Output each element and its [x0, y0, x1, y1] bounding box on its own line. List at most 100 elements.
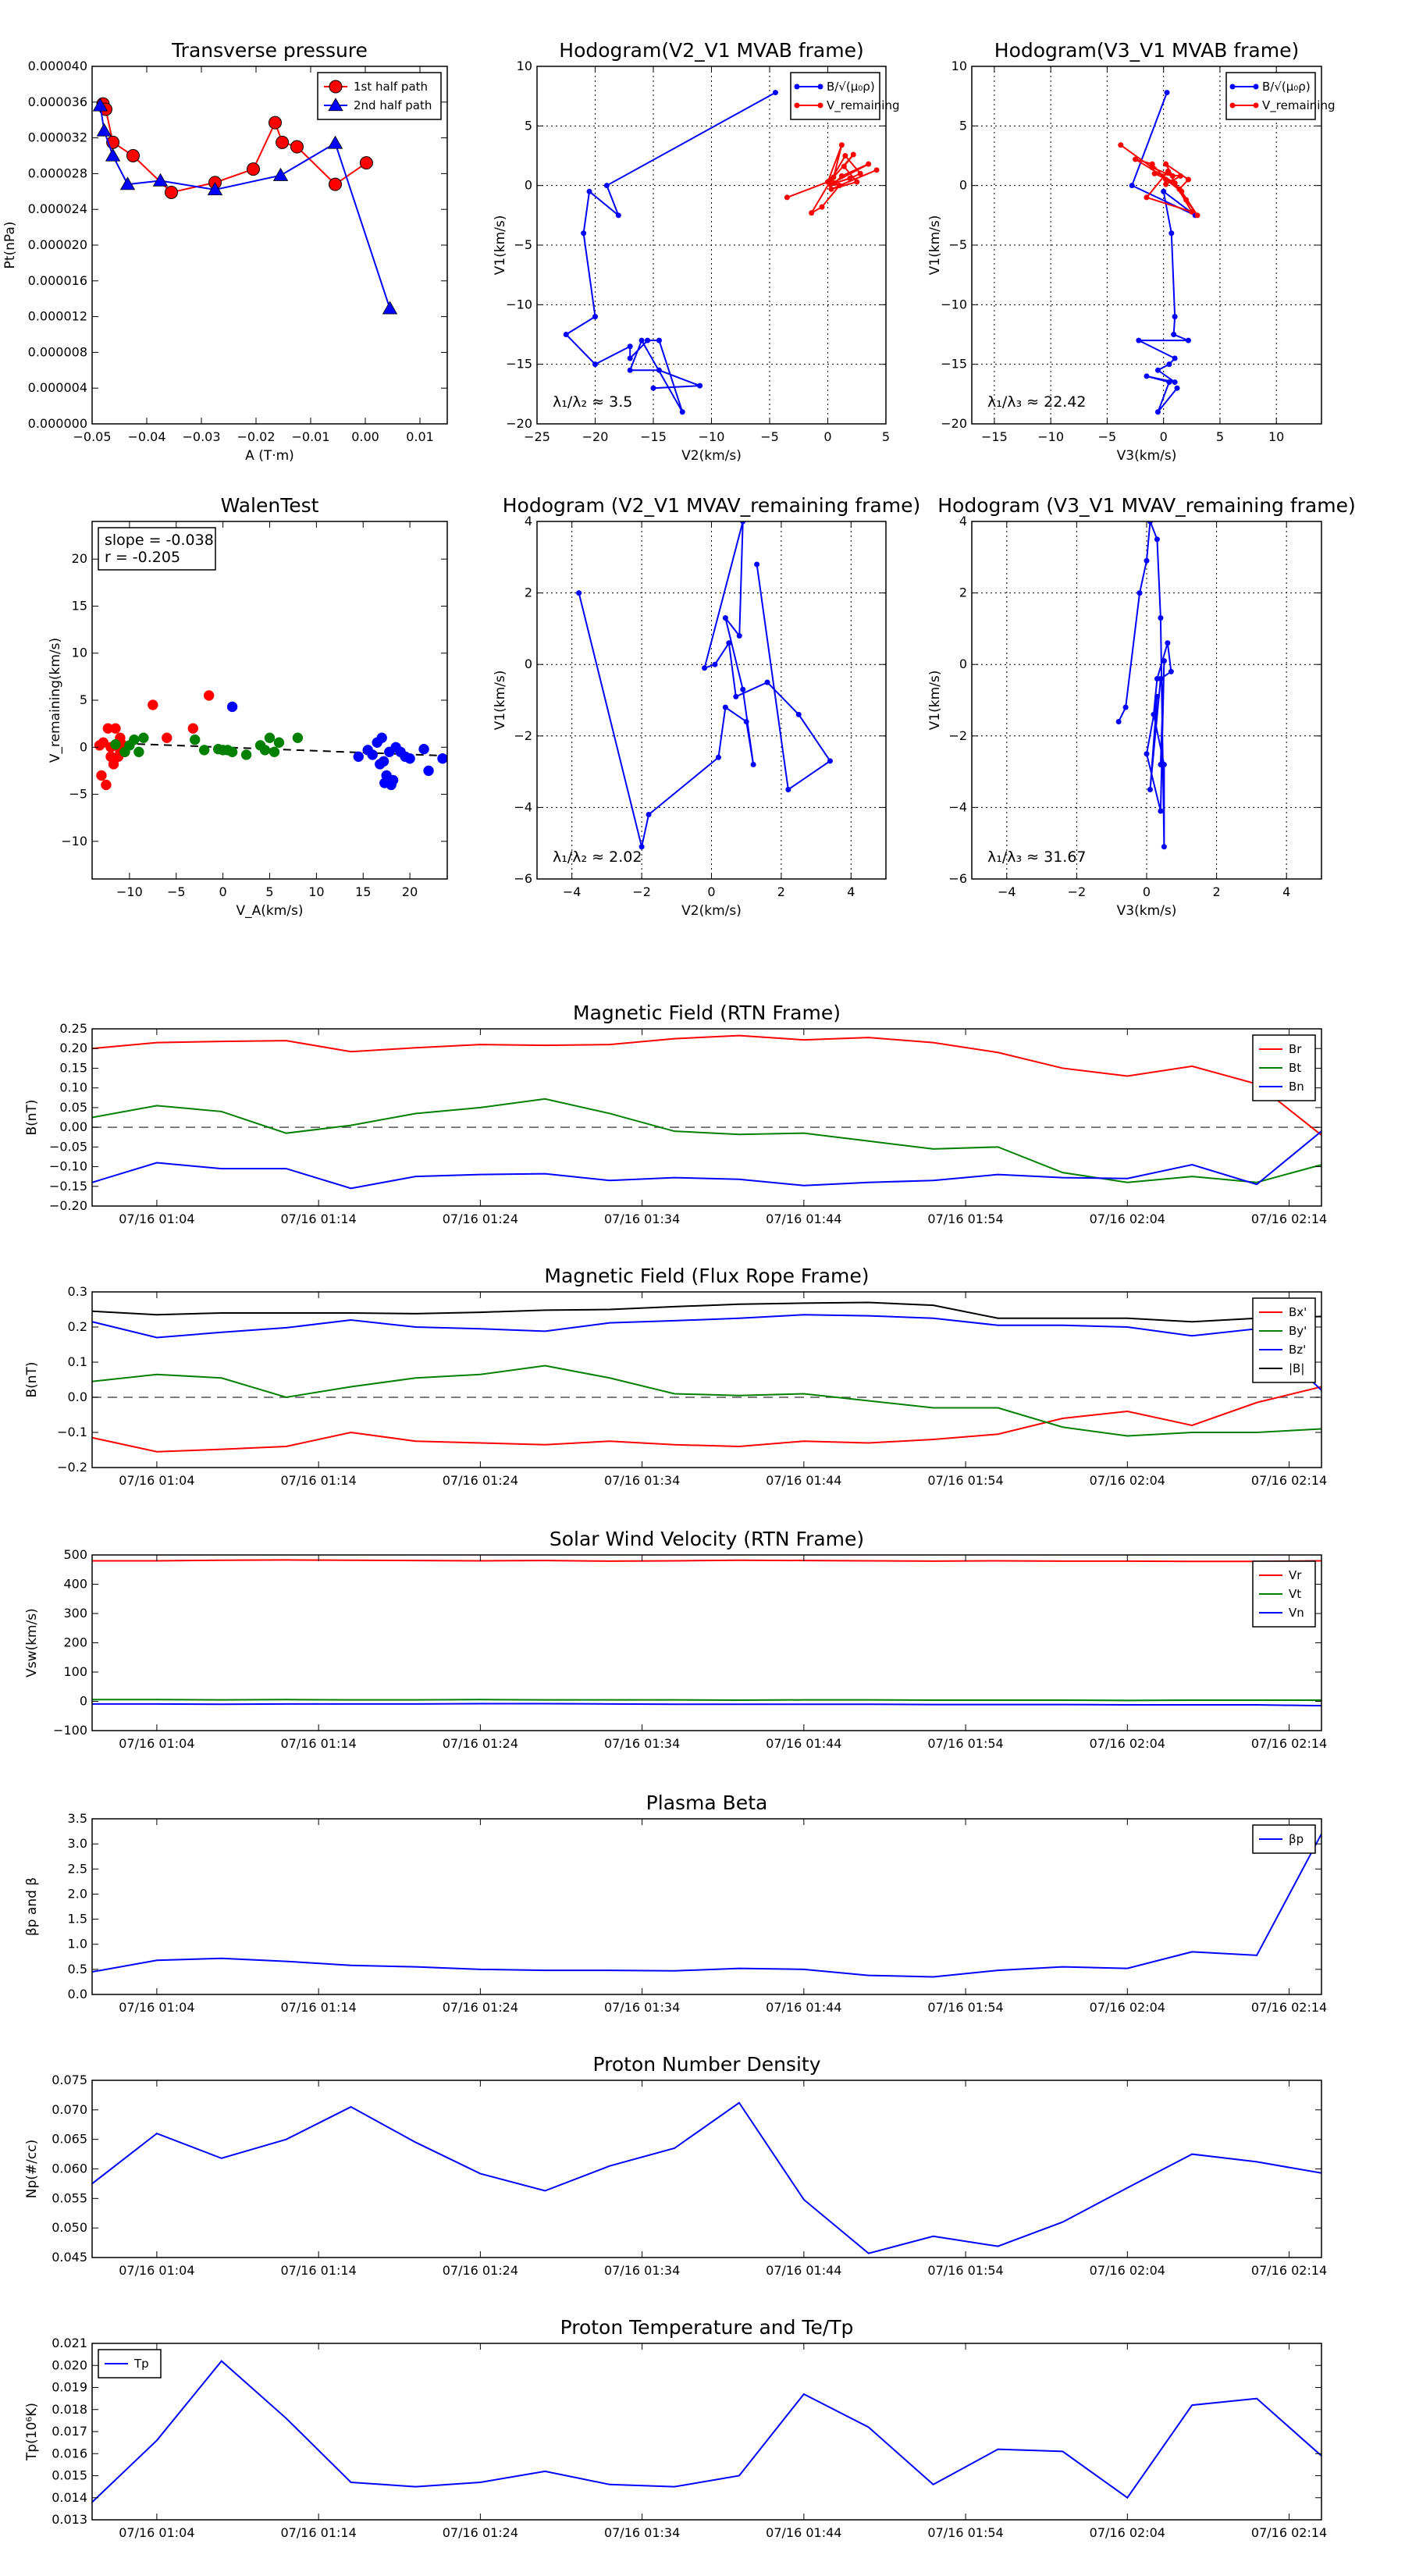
data-point — [828, 186, 834, 192]
y-tick-label: −0.15 — [49, 1179, 87, 1194]
legend-box — [1225, 72, 1316, 120]
y-tick-label: 0.15 — [59, 1060, 87, 1075]
x-tick-label: 07/16 01:14 — [280, 1212, 356, 1226]
hodogram-v3v1-mvav-chart: Hodogram (V3_V1 MVAV_remaining frame) −4 −… — [927, 494, 1356, 919]
data-point — [842, 153, 848, 158]
x-tick-label: 07/16 02:04 — [1090, 2263, 1165, 2278]
chart-title: WalenTest — [221, 494, 319, 517]
data-point — [854, 179, 860, 185]
x-tick-label: 07/16 01:04 — [119, 1736, 194, 1751]
series-line — [92, 1703, 1321, 1707]
x-tick-label: −0.05 — [73, 429, 111, 444]
y-tick-label: 1.5 — [68, 1912, 87, 1927]
x-tick-label: 07/16 02:14 — [1251, 2000, 1327, 2015]
legend-label: B/√(μ₀ρ) — [1262, 80, 1311, 94]
y-tick-label: 2 — [959, 585, 967, 600]
y-tick-label: 3.0 — [68, 1836, 87, 1851]
data-point — [603, 183, 610, 189]
legend-marker — [794, 102, 800, 109]
x-tick-label: 10 — [308, 884, 324, 899]
data-point — [1154, 536, 1160, 543]
series-Bx' — [92, 1386, 1321, 1453]
data-point — [1163, 161, 1169, 167]
x-tick-label: −25 — [524, 429, 550, 444]
data-point — [650, 385, 656, 391]
data-point — [873, 167, 880, 173]
y-tick-label: −0.20 — [49, 1198, 87, 1213]
y-tick-label: 0.065 — [52, 2132, 87, 2147]
x-tick-label: 15 — [355, 884, 371, 899]
x-tick-label: 07/16 01:04 — [119, 1212, 194, 1226]
data-point — [656, 367, 662, 373]
x-tick-label: 07/16 02:14 — [1251, 2263, 1327, 2278]
data-point — [1194, 212, 1200, 219]
y-tick-label: 0.055 — [52, 2190, 87, 2205]
series-walen-test-1 — [110, 732, 304, 760]
x-tick-label: 07/16 01:54 — [927, 2263, 1003, 2278]
data-point — [1163, 181, 1169, 187]
y-tick-label: 0.20 — [59, 1041, 87, 1055]
data-point — [592, 361, 598, 368]
data-point — [276, 135, 290, 149]
data-point — [1172, 379, 1178, 386]
data-point — [264, 732, 276, 743]
data-point — [92, 98, 108, 112]
legend-marker — [794, 84, 800, 90]
data-point — [646, 812, 652, 818]
y-tick-label: 0.070 — [52, 2102, 87, 2117]
x-tick-label: 07/16 01:14 — [280, 2263, 356, 2278]
data-point — [1183, 197, 1190, 203]
x-tick-label: 10 — [1268, 429, 1284, 444]
data-point — [1147, 787, 1153, 792]
data-point — [129, 734, 140, 745]
y-tick-label: 0.014 — [52, 2490, 87, 2505]
data-point — [269, 116, 282, 130]
data-point — [836, 183, 842, 189]
x-tick-label: −0.04 — [127, 429, 165, 444]
data-point — [697, 382, 703, 389]
chart-title: Hodogram (V2_V1 MVAV_remaining frame) — [503, 494, 921, 517]
axes-frame — [91, 1818, 1322, 1995]
data-point — [866, 161, 872, 167]
data-point — [101, 779, 112, 791]
data-point — [1158, 761, 1164, 767]
y-tick-label: −0.10 — [49, 1159, 87, 1174]
x-tick-label: 07/16 02:14 — [1251, 2525, 1327, 2540]
data-point — [272, 167, 289, 181]
axes-frame — [91, 2343, 1322, 2521]
x-tick-label: −4 — [998, 884, 1016, 899]
series-2nd half path — [92, 98, 398, 315]
chart-title: Magnetic Field (RTN Frame) — [573, 1002, 841, 1024]
stats-line: slope = -0.038 — [105, 532, 214, 549]
data-point — [226, 746, 238, 758]
y-tick-label: 0.000012 — [28, 309, 87, 324]
x-tick-label: 0 — [707, 884, 715, 899]
y-tick-label: −4 — [948, 799, 967, 814]
y-tick-label: −20 — [941, 416, 967, 431]
x-tick-label: 07/16 02:04 — [1090, 2525, 1165, 2540]
x-tick-label: 0.00 — [351, 429, 379, 444]
data-point — [627, 367, 633, 373]
eigenvalue-ratio-annotation: λ₁/λ₃ ≈ 31.67 — [987, 849, 1087, 866]
x-tick-label: 07/16 01:44 — [766, 1473, 841, 1488]
data-point — [1122, 704, 1129, 710]
x-tick-label: −5 — [1098, 429, 1117, 444]
series-proton-density-0 — [92, 2101, 1321, 2254]
axes-frame — [91, 1291, 1322, 1468]
data-point — [207, 182, 223, 196]
data-point — [827, 758, 833, 764]
y-tick-label: 0.000036 — [28, 94, 87, 109]
x-tick-label: −4 — [563, 884, 582, 899]
data-point — [375, 759, 386, 770]
series-line — [92, 1559, 1321, 1563]
series-line — [578, 521, 831, 848]
series-line — [92, 1098, 1321, 1183]
data-point — [423, 765, 434, 777]
series-line — [92, 2360, 1321, 2503]
y-tick-label: 10 — [951, 59, 967, 73]
chart-title: Hodogram(V3_V1 MVAB frame) — [994, 39, 1299, 62]
legend-marker — [817, 84, 823, 90]
x-tick-label: −0.03 — [182, 429, 220, 444]
x-tick-label: 07/16 02:04 — [1090, 1736, 1165, 1751]
y-tick-label: 0.000032 — [28, 130, 87, 145]
